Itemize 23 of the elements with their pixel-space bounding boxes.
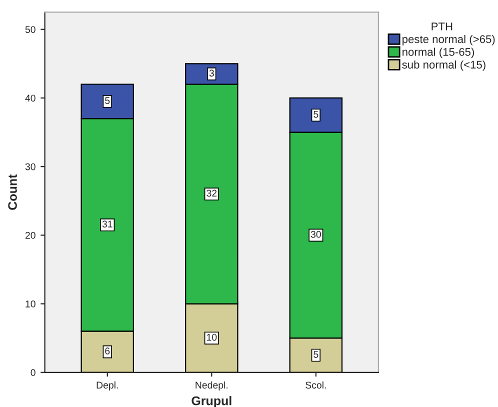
data-label: 5 [314, 110, 318, 118]
data-label: 6 [105, 348, 110, 354]
x-tick-label: Scol. [306, 381, 326, 389]
y-tick-label: 20 [25, 232, 36, 239]
x-tick-label: Nedepl. [196, 381, 228, 390]
y-tick-label: 10 [26, 300, 36, 308]
legend-title: PTH [432, 22, 452, 30]
y-tick-label: 50 [25, 26, 36, 33]
legend-label: normal (15-65) [402, 48, 474, 58]
y-tick-label: 30 [25, 163, 36, 170]
data-label: 32 [206, 190, 217, 197]
data-label: 30 [310, 230, 321, 238]
y-axis-title: Count [8, 174, 17, 210]
data-label: 31 [102, 220, 112, 228]
data-label: 5 [105, 97, 110, 104]
data-label: 5 [314, 351, 318, 358]
data-label: 3 [209, 70, 214, 77]
x-tick-label: Depl. [96, 381, 118, 390]
y-tick-label: 40 [25, 94, 36, 102]
legend-label: peste normal (>65) [402, 34, 495, 46]
data-label: 10 [206, 334, 217, 341]
legend-label: sub normal (<15) [402, 60, 486, 71]
y-tick-label: 0 [30, 369, 36, 376]
